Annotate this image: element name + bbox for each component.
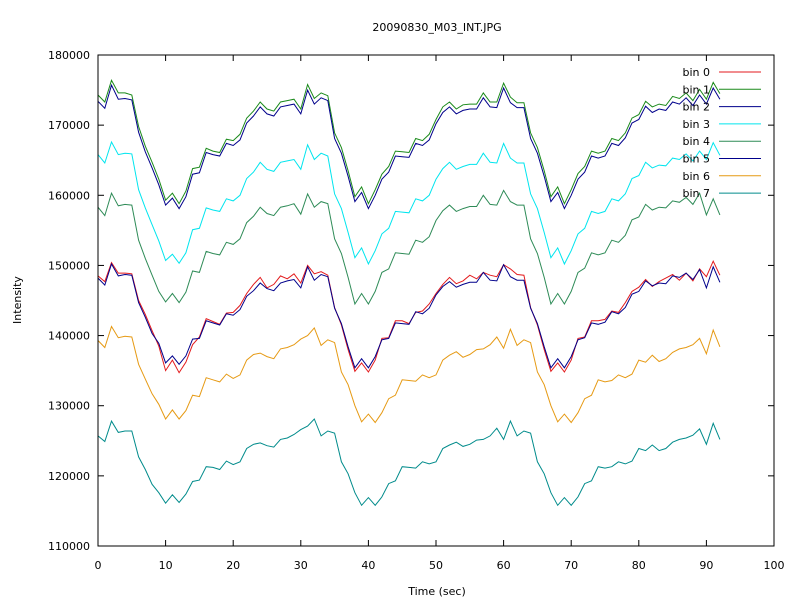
series-line-bin-6 (97, 325, 721, 424)
y-tick-label: 180000 (48, 49, 90, 62)
series-lines (97, 79, 721, 507)
plot-frame (97, 54, 775, 547)
x-tick-label: 70 (564, 559, 578, 572)
y-tick-label: 150000 (48, 259, 90, 272)
series-line-bin-1 (97, 79, 721, 205)
legend-label-bin-4: bin 4 (682, 135, 710, 148)
legend-label-bin-1: bin 1 (682, 83, 710, 96)
y-tick-label: 160000 (48, 189, 90, 202)
series-line-bin-5 (97, 262, 721, 369)
x-tick-label: 100 (764, 559, 785, 572)
x-tick-label: 80 (632, 559, 646, 572)
series-line-bin-3 (97, 140, 721, 266)
chart-title: 20090830_M03_INT.JPG (372, 21, 501, 34)
x-tick-label: 20 (226, 559, 240, 572)
x-tick-label: 90 (699, 559, 713, 572)
series-line-bin-7 (97, 418, 721, 507)
series-line-bin-2 (97, 83, 721, 210)
x-tick-label: 10 (159, 559, 173, 572)
legend-label-bin-3: bin 3 (682, 118, 710, 131)
legend-label-bin-6: bin 6 (682, 170, 710, 183)
y-tick-label: 170000 (48, 119, 90, 132)
x-tick-label: 60 (497, 559, 511, 572)
series-line-bin-4 (97, 189, 721, 306)
axis-ticks: 0 10 20 30 40 50 60 70 80 90 100 110000 120000 130000… (48, 49, 785, 572)
x-tick-label: 30 (294, 559, 308, 572)
y-tick-label: 110000 (48, 540, 90, 553)
y-axis-label: Intensity (11, 276, 24, 324)
legend: bin 0 bin 1 bin 2 bin 3 bin 4 bin 5 bin 6 bin 7 (682, 66, 761, 200)
legend-label-bin-0: bin 0 (682, 66, 710, 79)
x-tick-label: 50 (429, 559, 443, 572)
y-tick-label: 130000 (48, 400, 90, 413)
x-tick-label: 40 (361, 559, 375, 572)
legend-label-bin-7: bin 7 (682, 187, 710, 200)
x-axis-label: Time (sec) (407, 585, 466, 598)
y-tick-label: 120000 (48, 470, 90, 483)
legend-label-bin-5: bin 5 (682, 153, 710, 166)
x-tick-label: 0 (95, 559, 102, 572)
legend-label-bin-2: bin 2 (682, 101, 710, 114)
y-tick-label: 140000 (48, 330, 90, 343)
